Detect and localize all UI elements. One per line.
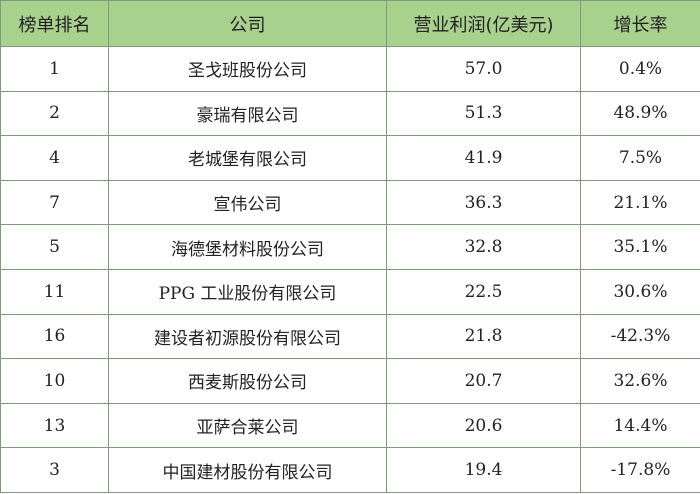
cell-profit: 21.8 [386, 313, 581, 360]
cell-company: 圣戈班股份公司 [108, 46, 387, 92]
cell-growth: -42.3% [580, 313, 700, 360]
table-row: 1 圣戈班股份公司 57.0 0.4% [0, 46, 700, 92]
cell-company: 中国建材股份有限公司 [108, 447, 387, 493]
cell-rank: 13 [0, 402, 109, 449]
cell-rank: 4 [0, 135, 109, 181]
header-row: 榜单排名 公司 营业利润(亿美元) 增长率 [0, 0, 700, 47]
cell-rank: 5 [0, 224, 109, 270]
table-row: 4 老城堡有限公司 41.9 7.5% [0, 135, 700, 181]
cell-profit: 20.7 [386, 358, 581, 404]
table-row: 5 海德堡材料股份公司 32.8 35.1% [0, 224, 700, 270]
cell-company: 建设者初源股份有限公司 [108, 313, 387, 360]
cell-company: PPG 工业股份有限公司 [108, 268, 387, 315]
cell-rank: 7 [0, 179, 109, 226]
header-growth: 增长率 [580, 0, 700, 47]
cell-growth: 0.4% [580, 46, 700, 92]
table-row: 13 亚萨合莱公司 20.6 14.4% [0, 402, 700, 449]
cell-profit: 32.8 [386, 224, 581, 270]
cell-profit: 22.5 [386, 268, 581, 315]
cell-company: 豪瑞有限公司 [108, 90, 387, 137]
header-company: 公司 [108, 0, 387, 47]
cell-profit: 41.9 [386, 135, 581, 181]
cell-growth: 30.6% [580, 268, 700, 315]
cell-growth: 32.6% [580, 358, 700, 404]
cell-profit: 57.0 [386, 46, 581, 92]
table-row: 11 PPG 工业股份有限公司 22.5 30.6% [0, 268, 700, 315]
cell-company: 西麦斯股份公司 [108, 358, 387, 404]
cell-rank: 2 [0, 90, 109, 137]
cell-growth: -17.8% [580, 447, 700, 493]
cell-rank: 3 [0, 447, 109, 493]
cell-company: 老城堡有限公司 [108, 135, 387, 181]
cell-profit: 36.3 [386, 179, 581, 226]
header-rank: 榜单排名 [0, 0, 109, 47]
cell-growth: 48.9% [580, 90, 700, 137]
cell-rank: 11 [0, 268, 109, 315]
table-row: 2 豪瑞有限公司 51.3 48.9% [0, 90, 700, 137]
cell-profit: 51.3 [386, 90, 581, 137]
cell-rank: 16 [0, 313, 109, 360]
cell-rank: 10 [0, 358, 109, 404]
cell-growth: 7.5% [580, 135, 700, 181]
cell-company: 宣伟公司 [108, 179, 387, 226]
cell-profit: 19.4 [386, 447, 581, 493]
cell-growth: 35.1% [580, 224, 700, 270]
cell-rank: 1 [0, 46, 109, 92]
header-profit: 营业利润(亿美元) [386, 0, 581, 47]
cell-company: 海德堡材料股份公司 [108, 224, 387, 270]
table-row: 10 西麦斯股份公司 20.7 32.6% [0, 358, 700, 404]
cell-company: 亚萨合莱公司 [108, 402, 387, 449]
cell-profit: 20.6 [386, 402, 581, 449]
table-row: 7 宣伟公司 36.3 21.1% [0, 179, 700, 226]
cell-growth: 14.4% [580, 402, 700, 449]
cell-growth: 21.1% [580, 179, 700, 226]
table-row: 3 中国建材股份有限公司 19.4 -17.8% [0, 447, 700, 493]
table-row: 16 建设者初源股份有限公司 21.8 -42.3% [0, 313, 700, 360]
